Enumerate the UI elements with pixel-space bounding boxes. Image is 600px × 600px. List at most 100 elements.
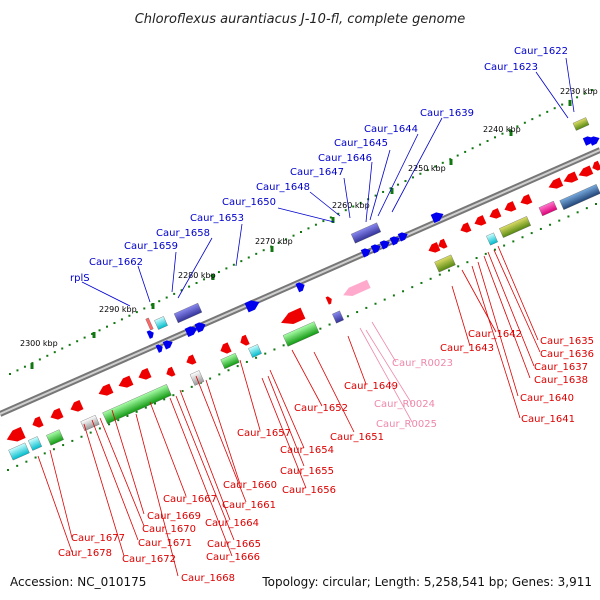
label-connector-line xyxy=(487,251,535,367)
label-connector-line xyxy=(235,223,243,267)
domain-box xyxy=(559,184,600,210)
minus-strand-gene-arrow xyxy=(281,307,306,324)
label-connector-line xyxy=(451,285,471,347)
gene-label: Caur_1652 xyxy=(294,403,348,414)
domain-box xyxy=(572,117,590,131)
plus-strand-gene-arrow xyxy=(155,344,163,353)
domain-box xyxy=(80,414,100,432)
label-connector-line xyxy=(37,455,73,553)
minus-strand-gene-arrow xyxy=(118,375,134,388)
gene-label: Caur_1665 xyxy=(207,539,261,550)
major-tick xyxy=(390,188,394,194)
gene-label: Caur_1646 xyxy=(318,153,372,164)
label-connector-line xyxy=(149,401,187,497)
gene-label: Caur_1639 xyxy=(420,108,474,119)
domain-box xyxy=(102,384,172,424)
label-connector-line xyxy=(179,389,231,521)
label-connector-line xyxy=(365,161,373,223)
plus-strand-gene-arrow xyxy=(162,340,173,350)
gene-label: Caur_1635 xyxy=(540,336,594,347)
major-tick xyxy=(568,100,572,106)
gene-label: Caur_1650 xyxy=(222,197,276,208)
label-connector-line xyxy=(391,117,443,213)
label-connector-line xyxy=(239,359,261,431)
domain-box xyxy=(220,352,240,370)
minus-strand-gene-arrow xyxy=(138,367,152,380)
gene-label: Caur_R0025 xyxy=(376,419,437,430)
major-tick xyxy=(30,363,34,369)
kbp-scale-label: 2240 kbp xyxy=(483,125,521,134)
kbp-scale-label: 2230 kbp xyxy=(560,87,598,96)
gene-label: Caur_1644 xyxy=(364,124,418,135)
label-connector-line xyxy=(91,419,139,541)
domain-box xyxy=(538,200,558,217)
gene-label: Caur_1670 xyxy=(142,524,196,535)
label-connector-line xyxy=(177,237,213,299)
accession-text: Accession: NC_010175 xyxy=(10,575,146,589)
gene-label: Caur_1643 xyxy=(440,343,494,354)
label-connector-line xyxy=(565,57,575,113)
minus-strand-gene-arrow xyxy=(50,407,64,420)
kbp-scale-label: 2270 kbp xyxy=(255,237,293,246)
plus-strand-gene-arrow xyxy=(244,300,260,313)
domain-box xyxy=(332,310,344,324)
gene-label: Caur_1659 xyxy=(124,241,178,252)
minus-strand-gene-arrow xyxy=(563,171,579,183)
gene-label: Caur_1656 xyxy=(282,485,336,496)
domain-box xyxy=(8,442,30,461)
minus-strand-gene-arrow xyxy=(32,416,44,428)
gene-label: Caur_1668 xyxy=(181,573,235,584)
plus-strand-gene-arrow xyxy=(379,240,390,250)
label-connector-line xyxy=(277,207,335,223)
label-connector-line xyxy=(535,71,569,119)
gene-label: Caur_1662 xyxy=(89,257,143,268)
label-connector-line xyxy=(477,261,519,397)
minus-strand-gene-arrow xyxy=(504,201,517,212)
gene-label: Caur_1641 xyxy=(521,414,575,425)
plus-strand-gene-arrow xyxy=(588,136,600,146)
label-connector-line xyxy=(471,265,521,419)
gene-label: Caur_1677 xyxy=(71,533,125,544)
label-connector-line xyxy=(377,133,419,217)
label-connector-line xyxy=(497,245,539,341)
label-connector-line xyxy=(365,329,413,405)
domain-box xyxy=(499,216,531,238)
domain-box xyxy=(154,316,168,330)
label-connector-line xyxy=(309,191,341,217)
label-connector-line xyxy=(195,375,247,503)
plus-strand-gene-arrow xyxy=(430,212,444,224)
label-connector-line xyxy=(291,349,323,407)
minus-strand-gene-arrow xyxy=(325,296,332,305)
major-tick xyxy=(151,303,155,309)
gene-label: Caur_1645 xyxy=(334,138,388,149)
gene-label: Caur_R0024 xyxy=(374,399,435,410)
gene-label: Caur_1647 xyxy=(290,167,344,178)
label-connector-line xyxy=(313,351,355,433)
major-tick xyxy=(331,217,335,223)
label-connector-line xyxy=(171,251,177,293)
minus-strand-gene-arrow xyxy=(428,242,441,253)
gene-label: Caur_1666 xyxy=(206,552,260,563)
domain-box xyxy=(46,429,64,446)
gene-label: Caur_1637 xyxy=(534,362,588,373)
gene-label: Caur_1660 xyxy=(223,480,277,491)
kbp-scale-label: 2250 kbp xyxy=(408,164,446,173)
label-connector-line xyxy=(371,321,397,363)
label-connector-line xyxy=(343,177,351,219)
plus-strand-gene-arrow xyxy=(295,282,305,293)
label-connector-line xyxy=(169,397,233,557)
domain-box xyxy=(27,436,43,451)
label-connector-line xyxy=(99,417,145,527)
label-connector-line xyxy=(49,449,73,539)
minus-strand-gene-arrow xyxy=(548,177,564,189)
label-connector-lines xyxy=(37,57,575,577)
label-connector-line xyxy=(135,413,179,577)
major-tick xyxy=(92,332,96,338)
plus-strand-gene-arrow xyxy=(370,244,381,254)
gene-label: Caur_1653 xyxy=(190,213,244,224)
major-tick xyxy=(509,130,513,136)
minus-strand-gene-arrow xyxy=(474,215,487,226)
gene-label: rplS xyxy=(70,273,90,284)
label-connector-line xyxy=(111,409,145,515)
